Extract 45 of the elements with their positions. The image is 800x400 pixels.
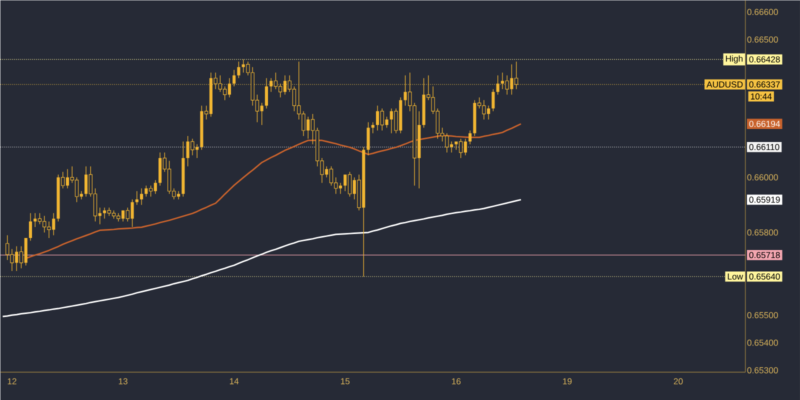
candlestick — [514, 61, 518, 90]
candlestick — [148, 185, 153, 197]
x-tick-label: 14 — [230, 378, 239, 384]
candlestick — [274, 72, 278, 90]
y-tick-label: 0.66600 — [747, 8, 778, 15]
candlestick — [366, 122, 370, 156]
y-tick-label: 0.66000 — [747, 174, 778, 180]
y-tick-label: 0.65640 — [749, 273, 780, 280]
candlestick — [505, 74, 509, 95]
candlestick — [38, 212, 42, 224]
y-tick-label: 0.65919 — [749, 196, 780, 203]
x-tick-label: 13 — [118, 378, 128, 384]
x-tick-label: 15 — [340, 378, 350, 384]
y-tick-label: 0.65300 — [747, 367, 778, 374]
candlestick — [232, 69, 236, 87]
y-tick-label: 0.65500 — [747, 312, 778, 318]
candlestick — [237, 61, 240, 78]
candlestick — [264, 78, 268, 109]
candlestick — [348, 171, 352, 197]
y-tick-label: 0.65718 — [749, 252, 780, 258]
x-tick-label: 19 — [563, 378, 572, 384]
candlestick — [28, 212, 32, 241]
candlestick — [458, 138, 463, 158]
candlestick — [468, 130, 472, 145]
y-tick-label: 0.66110 — [749, 144, 780, 150]
candlestick — [329, 166, 334, 186]
y-tick-label: 0.66337 — [749, 81, 780, 88]
y-tick-label: 0.65800 — [747, 229, 778, 236]
y-tick-label: 0.66500 — [747, 36, 778, 43]
y-tick-label: 0.65400 — [747, 340, 778, 346]
candlestick — [222, 86, 227, 100]
candlestick — [74, 176, 79, 202]
x-tick-label: 20 — [674, 378, 683, 384]
ref-line-label: AUDUSD — [706, 81, 743, 88]
candlestick — [140, 188, 144, 206]
ref-line-label: High — [726, 55, 743, 64]
candlestick — [190, 138, 194, 156]
candlestick — [492, 88, 495, 112]
y-tick-label: 0.66194 — [749, 120, 780, 127]
text: 10:44 — [750, 93, 772, 100]
candlestick — [496, 74, 500, 95]
x-tick-label: 16 — [452, 378, 461, 384]
x-tick-label: 12 — [8, 378, 16, 384]
ref-line-label: Low — [728, 273, 744, 280]
y-tick-label: 0.66428 — [749, 56, 780, 62]
